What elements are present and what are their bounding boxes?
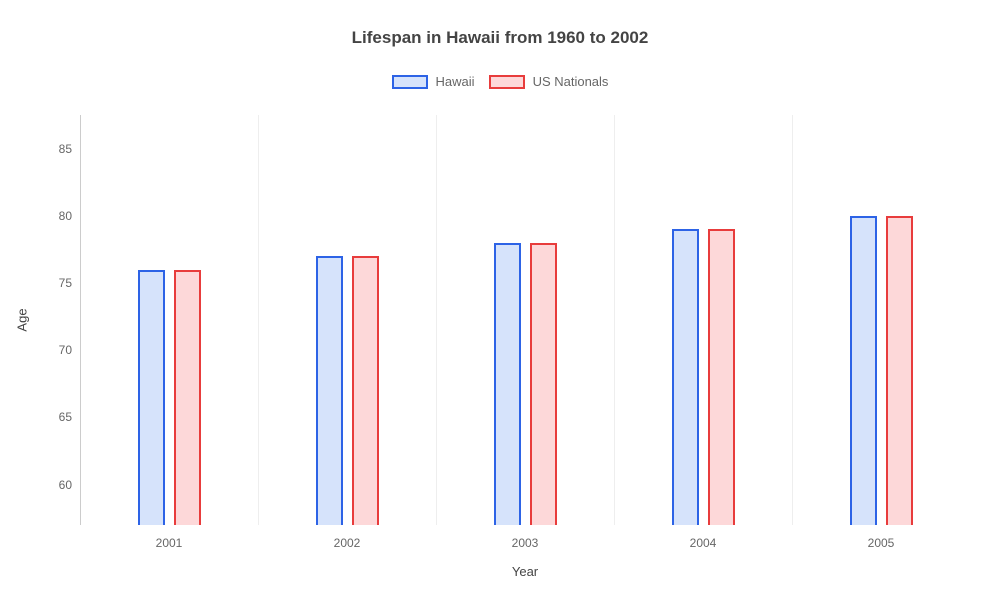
bar xyxy=(886,216,913,525)
x-tick-label: 2001 xyxy=(156,536,183,550)
bar xyxy=(138,270,165,525)
bar xyxy=(530,243,557,525)
y-tick-label: 75 xyxy=(32,276,72,290)
legend-swatch xyxy=(489,75,525,89)
plot-area xyxy=(80,115,970,525)
y-tick-label: 60 xyxy=(32,478,72,492)
y-axis-label: Age xyxy=(15,308,30,331)
legend-label: US Nationals xyxy=(533,74,609,89)
legend-label: Hawaii xyxy=(436,74,475,89)
x-tick-label: 2005 xyxy=(868,536,895,550)
bar xyxy=(174,270,201,525)
y-axis-line xyxy=(80,115,81,525)
y-tick-label: 70 xyxy=(32,343,72,357)
bar xyxy=(316,256,343,525)
bar xyxy=(708,229,735,525)
y-tick-label: 80 xyxy=(32,209,72,223)
x-axis-label: Year xyxy=(80,564,970,579)
gridline xyxy=(614,115,615,525)
y-tick-label: 85 xyxy=(32,142,72,156)
legend-swatch xyxy=(392,75,428,89)
gridline xyxy=(436,115,437,525)
bar xyxy=(672,229,699,525)
gridline xyxy=(792,115,793,525)
legend-item: US Nationals xyxy=(489,74,609,89)
bar xyxy=(850,216,877,525)
x-tick-label: 2004 xyxy=(690,536,717,550)
bar xyxy=(494,243,521,525)
legend: Hawaii US Nationals xyxy=(0,74,1000,89)
x-tick-label: 2003 xyxy=(512,536,539,550)
chart-title: Lifespan in Hawaii from 1960 to 2002 xyxy=(0,28,1000,48)
x-tick-label: 2002 xyxy=(334,536,361,550)
y-tick-label: 65 xyxy=(32,410,72,424)
bar xyxy=(352,256,379,525)
gridline xyxy=(258,115,259,525)
legend-item: Hawaii xyxy=(392,74,475,89)
